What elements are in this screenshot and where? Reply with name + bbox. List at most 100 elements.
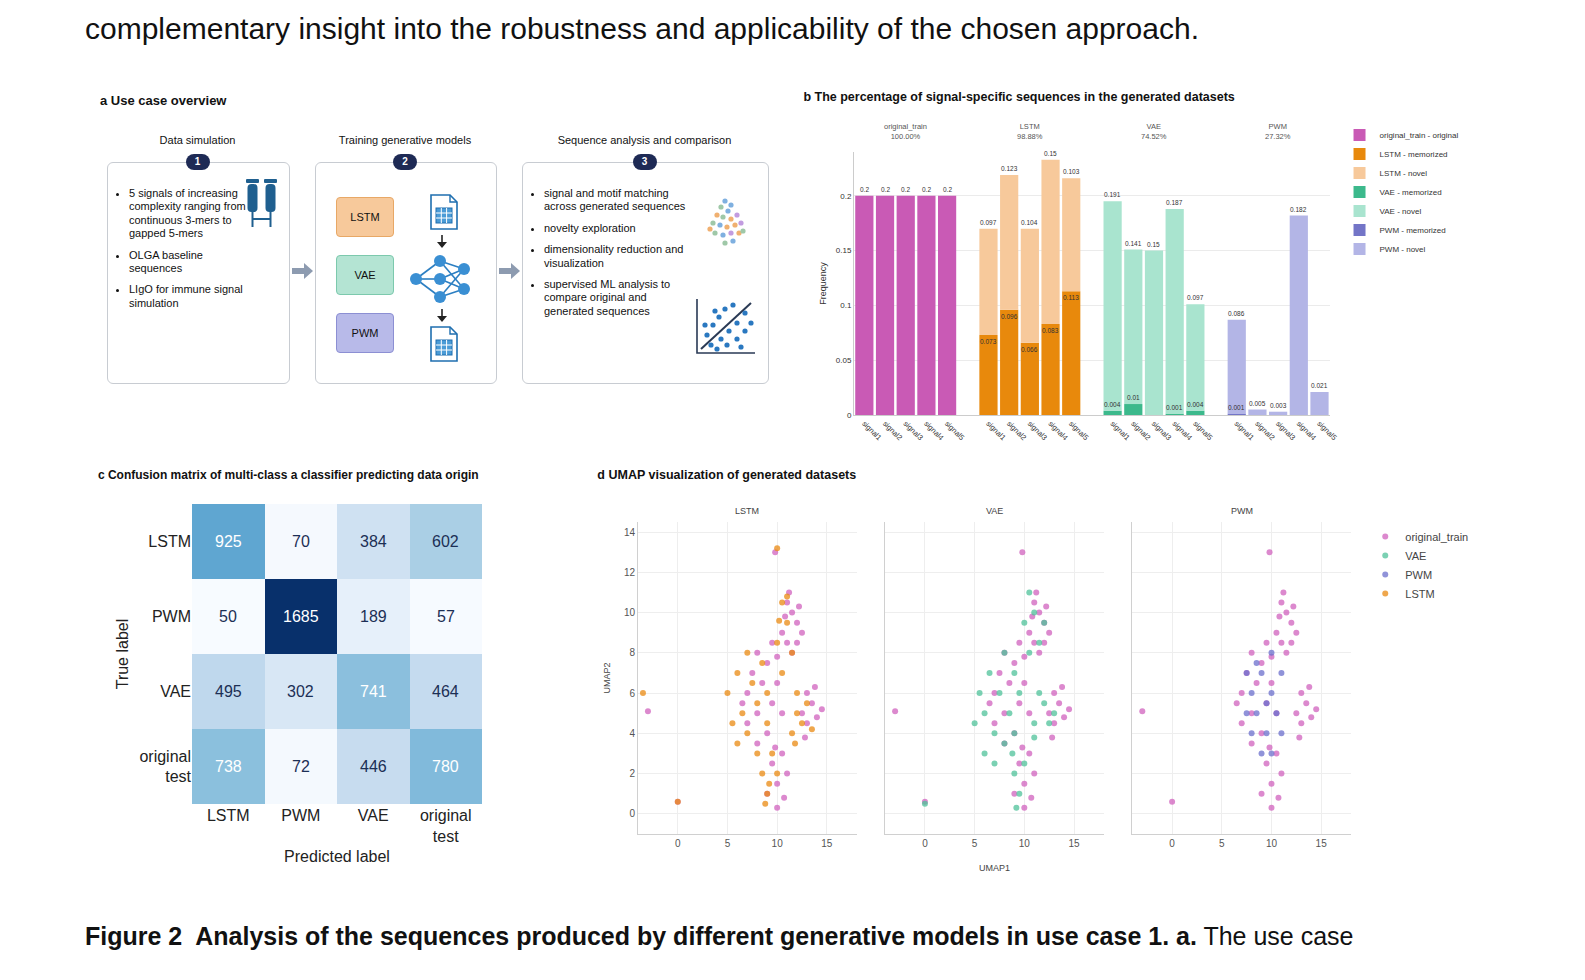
svg-text:PWM: PWM [1231,506,1253,516]
svg-text:0.1: 0.1 [840,301,852,310]
svg-text:15: 15 [1068,838,1080,849]
svg-text:originaltest: originaltest [139,748,191,786]
svg-text:5: 5 [725,838,731,849]
svg-text:signal5: signal5 [1191,419,1214,442]
svg-text:72: 72 [292,758,310,775]
svg-text:0.004: 0.004 [1187,401,1204,408]
svg-text:signal5: signal5 [943,419,966,442]
svg-text:signal3: signal3 [1026,419,1049,442]
svg-text:signal3: signal3 [1150,419,1173,442]
svg-text:741: 741 [360,683,387,700]
svg-text:signal1: signal1 [1233,419,1256,442]
svg-text:signal3: signal3 [1274,419,1297,442]
svg-text:0.01: 0.01 [1127,394,1140,401]
svg-text:LSTM: LSTM [735,506,759,516]
svg-text:384: 384 [360,533,387,550]
svg-text:0.2: 0.2 [881,186,890,193]
svg-text:0.001: 0.001 [1166,404,1183,411]
svg-text:signal2: signal2 [1005,419,1028,442]
svg-text:signal2: signal2 [1129,419,1152,442]
svg-text:0.182: 0.182 [1290,206,1307,213]
svg-text:0.191: 0.191 [1104,191,1121,198]
svg-text:14: 14 [624,527,636,538]
svg-text:signal4: signal4 [1295,419,1318,442]
svg-text:0.15: 0.15 [1044,150,1057,157]
svg-text:b The percentage of signal-spe: b The percentage of signal-specific sequ… [803,90,1234,104]
svg-text:0: 0 [922,838,928,849]
svg-text:1685: 1685 [283,608,319,625]
svg-text:602: 602 [432,533,459,550]
svg-text:VAE: VAE [160,683,191,700]
svg-text:2: 2 [629,768,635,779]
svg-text:0.123: 0.123 [1001,165,1018,172]
svg-text:original_train - original: original_train - original [1380,131,1459,140]
svg-text:925: 925 [215,533,242,550]
svg-text:0.2: 0.2 [860,186,869,193]
svg-text:0.073: 0.073 [980,338,997,345]
svg-text:signal5: signal5 [1315,419,1338,442]
svg-text:0.113: 0.113 [1063,294,1079,301]
svg-text:0.2: 0.2 [840,192,852,201]
svg-text:495: 495 [215,683,242,700]
svg-text:464: 464 [432,683,459,700]
svg-text:446: 446 [360,758,387,775]
svg-text:10: 10 [772,838,784,849]
svg-text:15: 15 [1316,838,1328,849]
svg-text:738: 738 [215,758,242,775]
svg-text:70: 70 [292,533,310,550]
svg-text:0.083: 0.083 [1042,327,1059,334]
svg-text:UMAP2: UMAP2 [602,662,612,693]
svg-text:LSTM - memorized: LSTM - memorized [1380,150,1448,159]
svg-text:8: 8 [629,647,635,658]
svg-text:LSTM: LSTM [148,533,191,550]
svg-text:12: 12 [624,567,636,578]
svg-text:VAE: VAE [358,807,389,824]
svg-text:0.005: 0.005 [1249,400,1266,407]
svg-text:PWM: PWM [152,608,191,625]
svg-text:PWM - memorized: PWM - memorized [1380,226,1446,235]
svg-text:50: 50 [219,608,237,625]
svg-text:True label: True label [114,619,131,690]
svg-text:5: 5 [1219,838,1225,849]
svg-text:15: 15 [821,838,833,849]
svg-text:0.2: 0.2 [943,186,952,193]
svg-text:VAE - memorized: VAE - memorized [1380,188,1442,197]
svg-text:0.187: 0.187 [1166,199,1183,206]
svg-text:0.021: 0.021 [1311,382,1328,389]
svg-text:originaltest: originaltest [420,807,472,845]
svg-text:d UMAP visualization of genera: d UMAP visualization of generated datase… [597,468,856,482]
svg-text:0.097: 0.097 [1187,294,1204,301]
svg-text:0: 0 [1169,838,1175,849]
svg-text:0.2: 0.2 [922,186,931,193]
svg-text:0.141: 0.141 [1125,240,1142,247]
svg-text:signal1: signal1 [1109,419,1132,442]
svg-text:signal5: signal5 [1067,419,1090,442]
svg-text:0.096: 0.096 [1001,313,1018,320]
svg-text:signal1: signal1 [984,419,1007,442]
svg-text:signal2: signal2 [1253,419,1276,442]
svg-text:780: 780 [432,758,459,775]
svg-text:PWM: PWM [281,807,320,824]
svg-text:Frequency: Frequency [818,262,828,305]
svg-text:signal4: signal4 [1046,419,1069,442]
svg-text:LSTM98.88%: LSTM98.88% [1017,122,1043,141]
svg-text:10: 10 [624,607,636,618]
svg-text:signal1: signal1 [860,419,883,442]
svg-text:signal4: signal4 [1171,419,1194,442]
svg-text:signal3: signal3 [902,419,925,442]
svg-text:PWM: PWM [1405,569,1432,581]
svg-text:302: 302 [287,683,314,700]
svg-text:10: 10 [1019,838,1031,849]
svg-text:0.001: 0.001 [1228,404,1245,411]
svg-text:0.2: 0.2 [901,186,910,193]
svg-text:0.05: 0.05 [836,356,852,365]
svg-text:0.097: 0.097 [980,219,997,226]
svg-text:57: 57 [437,608,455,625]
svg-text:original_train: original_train [1405,531,1468,543]
svg-text:VAE: VAE [986,506,1003,516]
svg-text:VAE74.52%: VAE74.52% [1141,122,1167,141]
svg-text:0.15: 0.15 [1147,241,1160,248]
svg-text:6: 6 [629,688,635,699]
svg-text:LSTM: LSTM [1405,588,1434,600]
svg-text:Predicted label: Predicted label [284,848,390,865]
